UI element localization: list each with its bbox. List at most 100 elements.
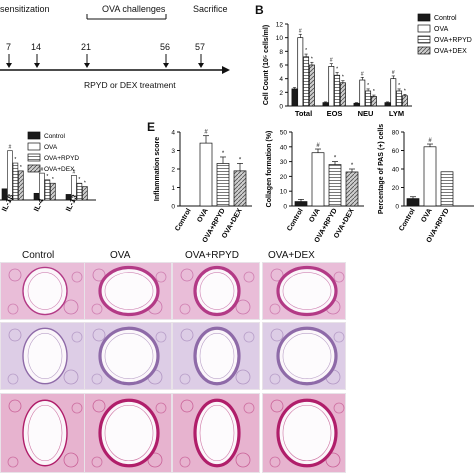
- significance-mark: #: [330, 58, 333, 64]
- significance-mark: *: [334, 156, 337, 162]
- significance-mark: *: [14, 157, 16, 163]
- y-tick-label: 4: [279, 76, 283, 83]
- tissue-section-image: [1, 323, 87, 389]
- histology-tile-r1-c4: [262, 262, 346, 320]
- y-axis-label: Collagen formation (%): [266, 131, 273, 208]
- x-tick-label-ova: OVA: [196, 208, 209, 224]
- histology-header-ova: OVA: [110, 250, 131, 261]
- bar-il-13-ova-dex: [82, 186, 88, 201]
- y-tick-label: 30: [280, 159, 288, 166]
- bar-eos-ova-dex: [339, 82, 346, 107]
- x-tick-label: EOS: [327, 109, 343, 118]
- y-tick-label: 50: [280, 130, 288, 137]
- bar-total-ova-rpyd: [303, 56, 310, 107]
- bar-il-13-control: [65, 194, 72, 201]
- y-tick-label: 10: [276, 35, 284, 42]
- y-tick-label: 12: [276, 22, 284, 29]
- tissue-section-image: [263, 323, 345, 389]
- x-tick-label-ova: OVA: [308, 208, 321, 224]
- bar-il-4-ova-dex: [50, 182, 56, 201]
- legend-swatch: [27, 142, 41, 151]
- histology-tile-r3-c3: [172, 393, 260, 473]
- significance-mark: *: [367, 83, 369, 89]
- timeline-bracket: [0, 14, 230, 74]
- bar-lym-ova-rpyd: [396, 90, 403, 107]
- y-tick-label: 20: [392, 185, 400, 192]
- day-label-7: 7: [6, 42, 12, 52]
- day-label-57: 57: [195, 42, 206, 52]
- x-tick-label: NEU: [358, 109, 374, 118]
- bar-total-ova-dex: [308, 64, 315, 107]
- significance-mark: *: [222, 151, 225, 157]
- significance-mark: *: [311, 56, 313, 62]
- timeline-arrow-head: [222, 66, 230, 74]
- bar-il-13-ova: [71, 175, 77, 201]
- histology-tile-r2-c2: [84, 322, 172, 390]
- panel-label-b: B: [255, 3, 264, 17]
- significance-mark: *: [52, 177, 54, 183]
- y-tick-label: 8: [279, 49, 283, 56]
- bar-lym-ova: [390, 78, 397, 107]
- histology-header-control: Control: [22, 250, 55, 261]
- bar-il-1-control: [1, 188, 8, 201]
- legend-label-ova-dex: OVA+DEX: [44, 166, 75, 173]
- legend-swatch: [417, 35, 431, 44]
- day-label-21: 21: [81, 42, 92, 52]
- bar-neu-control: [353, 102, 360, 107]
- bar-eos-ova: [328, 66, 335, 107]
- bar-il-1-ova-dex: [18, 170, 24, 201]
- y-tick-label: 0: [279, 104, 283, 111]
- x-tick-label: LYM: [389, 109, 404, 118]
- bar-ova-dex: [345, 171, 359, 207]
- significance-mark: #: [428, 138, 432, 144]
- y-tick-label: 20: [280, 174, 288, 181]
- bar-ova: [199, 142, 213, 207]
- significance-mark: *: [20, 165, 22, 171]
- bar-control: [294, 201, 308, 207]
- significance-mark: *: [398, 83, 400, 89]
- histology-tile-r3-c1: [0, 393, 88, 473]
- significance-mark: *: [336, 67, 338, 73]
- legend-label-ova: OVA: [434, 26, 449, 33]
- y-tick-label: 3: [171, 148, 175, 155]
- bar-il-13-ova-rpyd: [76, 182, 83, 201]
- bar-neu-ova: [359, 79, 366, 107]
- significance-mark: *: [373, 89, 375, 95]
- tissue-section-image: [263, 263, 345, 319]
- y-tick-label: 4: [171, 130, 175, 137]
- bar-il-1-ova: [7, 150, 13, 201]
- y-tick-label: 6: [279, 63, 283, 70]
- x-tick-label-ova: OVA: [420, 208, 433, 224]
- x-tick-label: Total: [295, 109, 312, 118]
- significance-mark: #: [316, 143, 320, 149]
- bar-eos-ova-rpyd: [334, 74, 341, 107]
- tissue-section-image: [263, 394, 345, 472]
- significance-mark: #: [361, 71, 364, 77]
- y-tick-label: 40: [280, 144, 288, 151]
- histology-tile-r1-c2: [84, 262, 172, 320]
- ova-challenges-label: OVA challenges: [102, 4, 166, 14]
- bar-il-4-control: [33, 192, 40, 201]
- significance-mark: #: [204, 130, 208, 136]
- sensitization-label: sensitization: [0, 4, 50, 14]
- x-tick-label-control: Control: [398, 207, 417, 232]
- legend-label-control: Control: [434, 15, 457, 22]
- histology-tile-r2-c3: [172, 322, 260, 390]
- legend-swatch: [417, 24, 431, 33]
- significance-mark: #: [392, 70, 395, 76]
- collagen-formation-chart: 0 10 20 30 40 50 Collagen formation (%) Control…: [266, 130, 364, 242]
- significance-mark: *: [239, 157, 242, 163]
- y-tick-label: 40: [392, 167, 400, 174]
- significance-mark: #: [9, 145, 12, 151]
- tissue-section-image: [85, 323, 171, 389]
- histology-header-ova-rpyd: OVA+RPYD: [185, 250, 239, 261]
- bar-total-ova: [297, 37, 304, 107]
- x-tick-label-control: Control: [174, 207, 193, 232]
- legend-swatch: [417, 13, 431, 22]
- y-tick-label: 2: [171, 167, 175, 174]
- y-tick-label: 0: [395, 204, 399, 211]
- bar-ova-dex: [233, 170, 247, 207]
- bar-neu-ova-rpyd: [365, 90, 372, 107]
- day-label-56: 56: [160, 42, 171, 52]
